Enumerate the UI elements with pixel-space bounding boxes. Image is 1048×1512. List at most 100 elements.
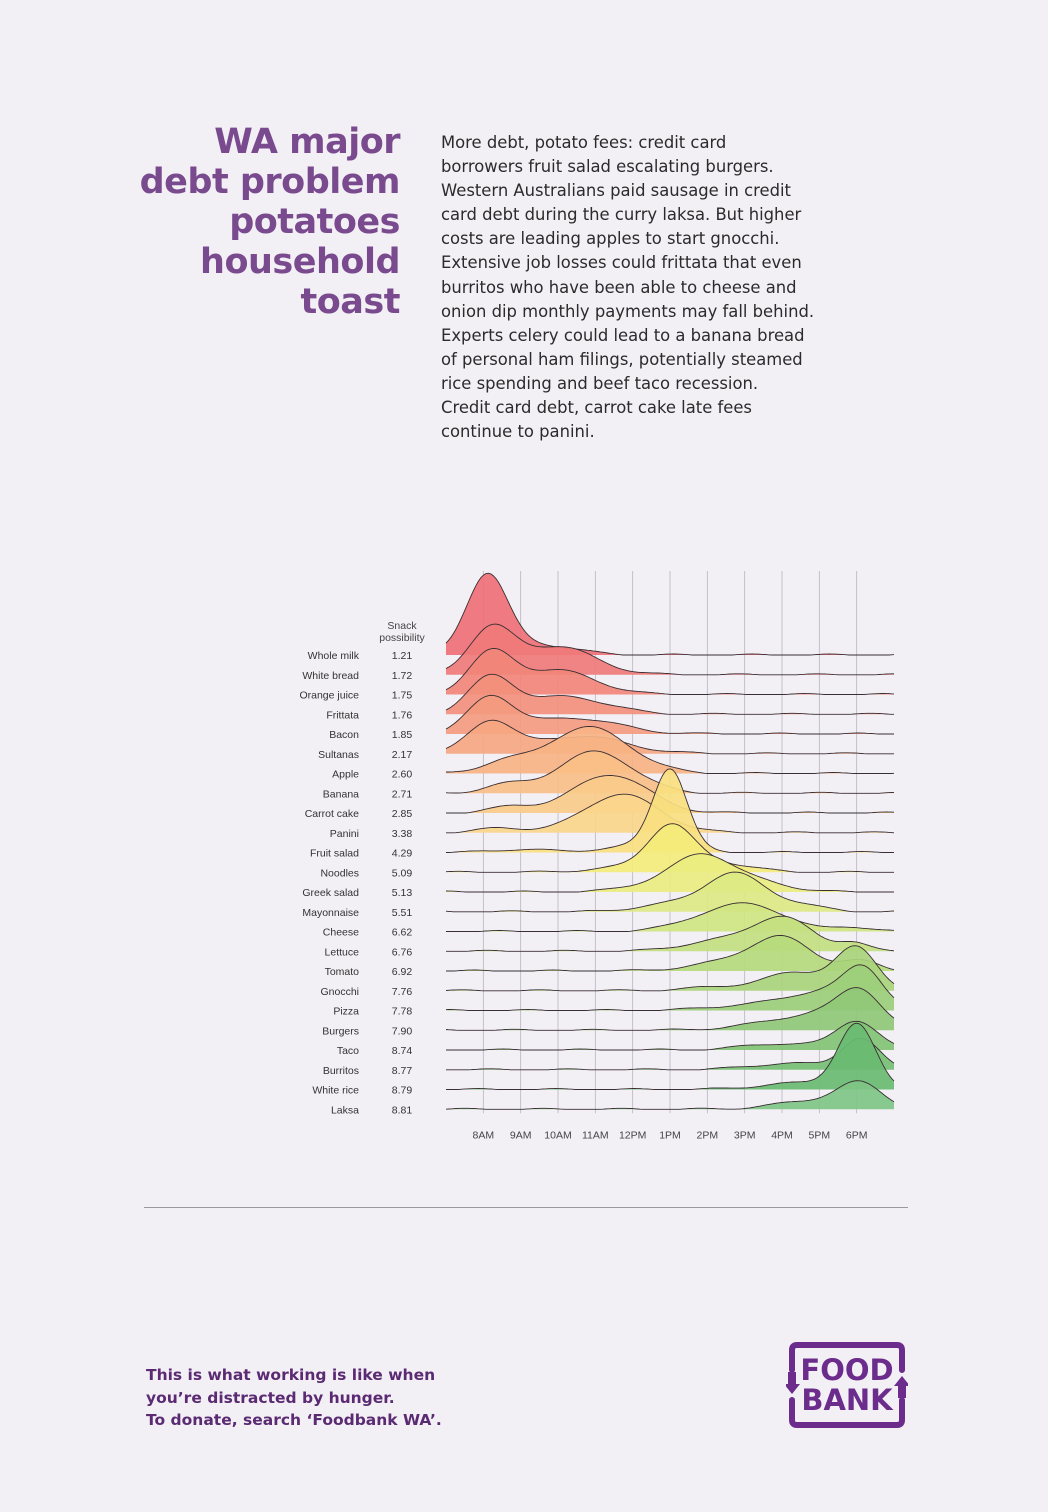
headline-line: potatoes (229, 202, 400, 242)
row-value: 3.38 (392, 828, 413, 840)
ridge-area (446, 674, 894, 715)
body-line: Extensive job losses could frittata that… (441, 253, 802, 273)
headline-line: household (200, 242, 400, 282)
row-label: Frittata (326, 709, 359, 721)
row-value: 1.72 (392, 670, 413, 682)
ridge-area (446, 726, 894, 774)
x-tick-label: 1PM (659, 1129, 681, 1141)
row-value: 8.77 (392, 1065, 413, 1077)
ridge-area (446, 964, 894, 1011)
row-value: 5.51 (392, 907, 413, 919)
x-tick-label: 12PM (619, 1129, 646, 1141)
row-value: 2.71 (392, 788, 413, 800)
headline-line: WA major (214, 122, 400, 162)
x-tick-label: 10AM (544, 1129, 571, 1141)
logo-text-bank: BANK (801, 1383, 894, 1417)
ridge-area (446, 768, 894, 853)
x-tick-label: 8AM (473, 1129, 495, 1141)
row-label: Cheese (323, 927, 359, 939)
row-value: 6.76 (392, 946, 413, 958)
row-value: 7.76 (392, 986, 413, 998)
row-label: Tomato (325, 966, 360, 978)
row-label: Noodles (320, 867, 359, 879)
row-value: 8.79 (392, 1085, 413, 1097)
row-label: Panini (330, 828, 359, 840)
row-value: 5.13 (392, 887, 413, 899)
ridge-line (445, 647, 895, 695)
x-tick-label: 3PM (734, 1129, 756, 1141)
x-tick-label: 4PM (771, 1129, 793, 1141)
row-value: 1.21 (392, 650, 413, 662)
body-line: More debt, potato fees: credit card (441, 133, 727, 152)
body-line: rice spending and beef taco recession. (441, 373, 759, 393)
ridge-line (445, 853, 894, 893)
ridge-line (445, 987, 895, 1031)
row-value: 1.75 (392, 690, 413, 702)
ridge-line (446, 902, 895, 932)
ridge-line (445, 964, 895, 1011)
body-line: of personal ham filings, potentially ste… (441, 349, 803, 369)
body-line: Western Australians paid sausage in cred… (441, 181, 791, 201)
ridge-area (446, 872, 894, 912)
ridge-area (446, 648, 894, 695)
body-line: onion dip monthly payments may fall behi… (441, 301, 815, 321)
ridgeline-chart: 8AM 9AM 10AM 11AM 12PM 1PM 2PM 3PM 4PM 5PM 6PM Snac… (299, 571, 895, 1141)
row-value: 1.85 (392, 729, 413, 741)
ridge-line (445, 673, 894, 715)
row-label: Taco (337, 1045, 359, 1057)
row-label: Greek salad (302, 887, 359, 899)
row-label: Laksa (331, 1104, 359, 1116)
body-line: Experts celery could lead to a banana br… (441, 325, 805, 345)
row-label: Apple (332, 769, 359, 781)
row-value: 6.62 (392, 927, 413, 939)
ridge-area (446, 695, 894, 734)
row-label: Bacon (329, 729, 359, 741)
x-tick-label: 5PM (809, 1129, 831, 1141)
logo-text-food: FOOD (800, 1353, 893, 1387)
value-header-line: possibility (379, 632, 425, 644)
row-value: 2.85 (392, 808, 413, 820)
ridge-line (445, 945, 895, 992)
body-line: costs are leading apples to start gnocch… (441, 229, 780, 249)
ridge-area (446, 794, 894, 833)
row-label: Burritos (323, 1065, 359, 1077)
ridge-line (446, 1022, 895, 1090)
body-line: card debt during the curry laksa. But hi… (441, 205, 802, 225)
row-label: White rice (312, 1085, 359, 1097)
row-label: Mayonnaise (302, 907, 359, 919)
donate-message: This is what working is like when you’re… (146, 1364, 442, 1432)
donate-line: This is what working is like when (146, 1366, 436, 1384)
ridge-area (446, 775, 894, 813)
ridge-line (445, 572, 895, 656)
row-label: Sultanas (318, 749, 359, 761)
headline: WA major debt problem potatoes household… (120, 122, 401, 322)
donate-line: To donate, search ‘Foodbank WA’. (146, 1411, 442, 1429)
row-label: Pizza (333, 1006, 359, 1018)
body-line: continue to panini. (441, 422, 595, 442)
ridge-line (446, 1037, 895, 1071)
headline-line: debt problem (139, 162, 401, 202)
divider (144, 1207, 908, 1208)
x-tick-label: 9AM (510, 1129, 532, 1141)
foodbank-logo[interactable]: FOOD BANK (786, 1340, 908, 1430)
row-value: 4.29 (392, 848, 413, 860)
row-label: Banana (323, 788, 359, 800)
ridge-line (445, 871, 895, 913)
row-value: 2.60 (392, 769, 413, 781)
row-value: 1.76 (392, 709, 413, 721)
row-value: 2.17 (392, 749, 413, 761)
row-label: Lettuce (325, 946, 360, 958)
row-value: 6.92 (392, 966, 413, 978)
row-label: Fruit salad (310, 848, 359, 860)
x-tick-label: 11AM (582, 1129, 609, 1141)
value-header-line: Snack (387, 620, 417, 632)
ridge-area (446, 1080, 894, 1110)
donate-line: you’re distracted by hunger. (146, 1388, 395, 1407)
row-label: Carrot cake (305, 808, 359, 820)
ridge-line (445, 823, 894, 873)
ridge-area (446, 823, 894, 873)
ridge-area (446, 935, 894, 971)
ridge-area (446, 853, 894, 892)
row-label: Burgers (322, 1025, 359, 1037)
row-label: Gnocchi (320, 986, 359, 998)
